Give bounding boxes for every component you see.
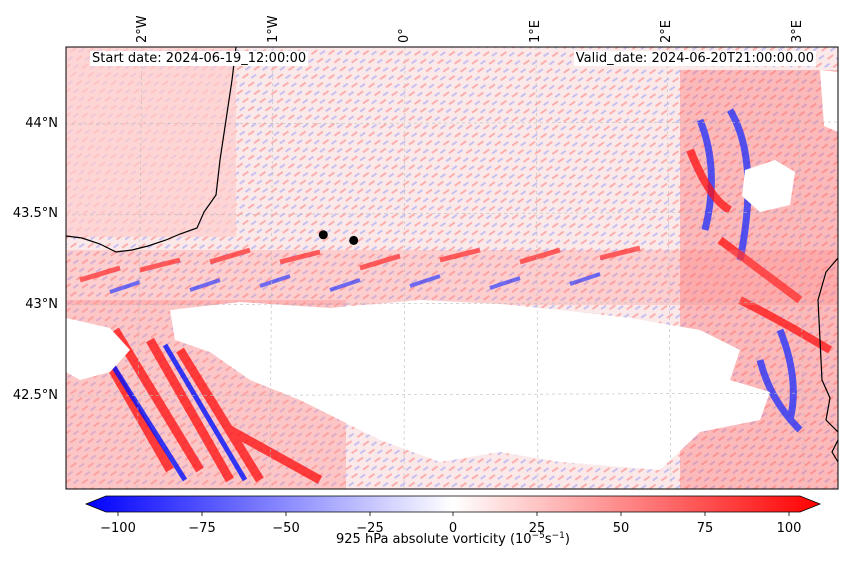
lat-label-42-5n: 42.5°N [12,388,58,403]
grid-lat-43 [66,301,838,306]
lon-label-2e: 2°E [659,20,674,43]
masked-northeast-patch [742,160,795,212]
colorbar [84,495,822,513]
valid-date-label: Valid_date: 2024-06-20T21:00:00.00 [573,51,816,66]
cb-tick-label: 50 [612,521,630,536]
colorbar-tick-marks [117,512,790,516]
grid-lon-3e [797,47,805,489]
station-marker-1 [318,230,328,240]
colorbar-title-exp2: −1 [551,531,565,541]
lat-label-43-5n: 43.5°N [12,206,58,221]
lat-label-43n: 43°N [25,297,58,312]
coastline-atlantic [66,47,237,253]
masked-east-edge [820,70,838,132]
graticule [66,47,838,489]
grid-lon-0 [403,47,406,489]
cb-tick-label: −25 [356,521,384,536]
lon-label-2w: 2°W [135,15,150,43]
mixed-streaks-43n [79,245,641,283]
cb-tick-label: 0 [448,521,458,536]
masked-pyrenees [170,300,770,470]
start-date-label: Start date: 2024-06-19_12:00:00 [90,51,309,66]
wave-streaks-sw [86,327,323,484]
lat-label-44n: 44°N [25,116,58,131]
wave-streaks-sw-negative [97,343,248,482]
colorbar-title: 925 hPa absolute vorticity (10−5s−1) [336,531,570,547]
cb-tick-label: −50 [272,521,300,536]
cb-tick-label: −100 [100,521,136,536]
station-marker-2 [349,235,359,245]
lon-label-0: 0° [397,28,412,43]
coastline-mediterranean [817,257,838,463]
masked-west-cantabrian [66,318,130,380]
lon-label-1e: 1°E [528,20,543,43]
grid-lon-1w [269,47,274,489]
negative-streaks-43n [109,272,601,294]
grid-lat-43-5 [66,211,838,216]
grid-lon-1e [535,47,539,489]
marker-layer [318,230,359,245]
cb-tick-label: 100 [776,521,802,536]
lon-label-1w: 1°W [266,15,281,43]
cb-tick-label: 75 [696,521,714,536]
positive-streaks-east [686,148,833,354]
grid-lon-2w [136,47,143,489]
colorbar-title-exp1: −5 [531,531,545,541]
grid-lat-42-5 [66,392,838,397]
lon-label-3e: 3°E [790,20,805,43]
map-frame [65,46,839,490]
grid-lat-44 [66,121,838,125]
cb-tick-label: 25 [528,521,546,536]
cb-tick-label: −75 [188,521,216,536]
grid-lon-2e [666,47,672,489]
positive-vorticity-nw [66,47,236,237]
colorbar-title-end: ) [564,532,570,547]
vorticity-field [66,47,838,489]
colorbar-title-main: 925 hPa absolute vorticity (10 [336,532,532,547]
colorbar-title-mid: s [544,532,552,547]
